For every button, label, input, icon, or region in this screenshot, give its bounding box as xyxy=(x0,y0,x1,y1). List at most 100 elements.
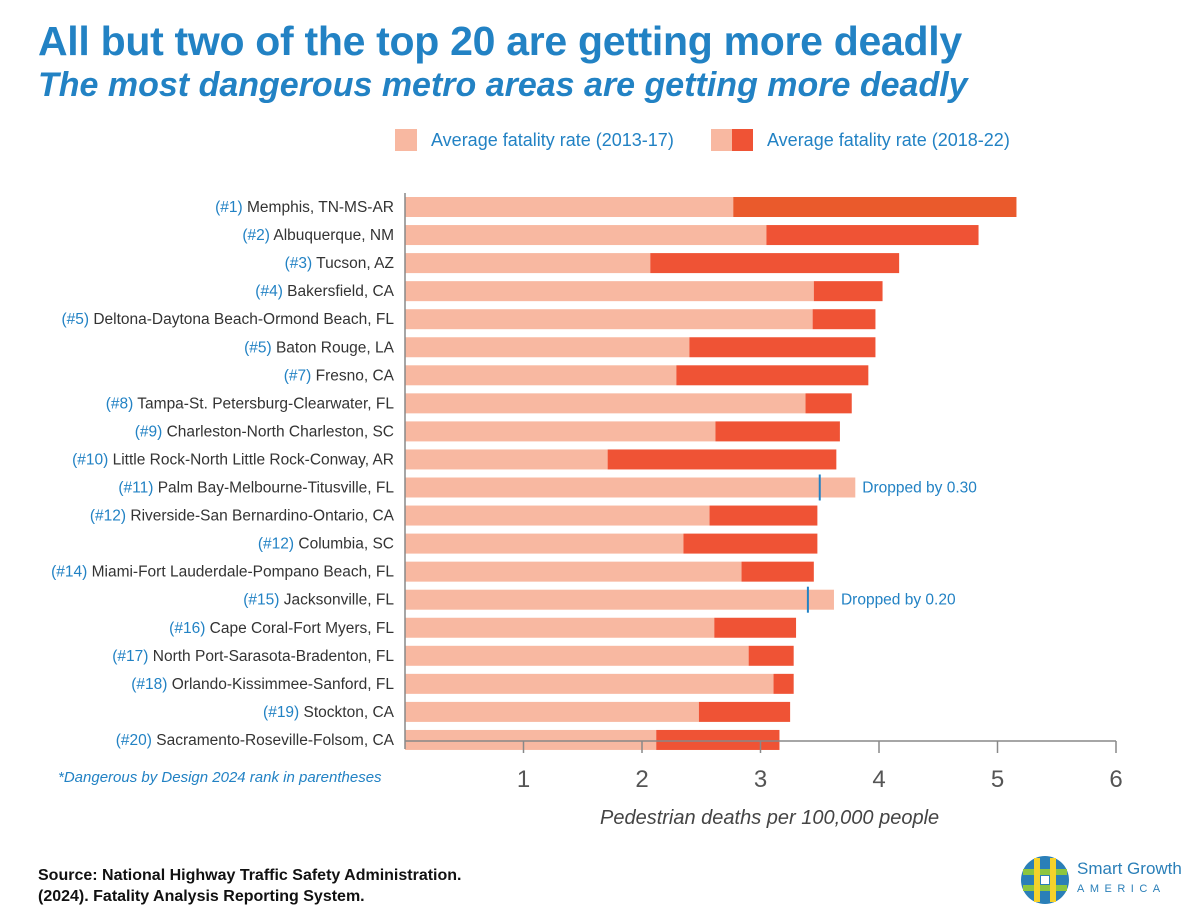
category-rank: (#15) xyxy=(243,592,284,609)
bar-2013-17 xyxy=(405,449,608,470)
logo-icon xyxy=(1021,856,1069,904)
category-name: Orlando-Kissimmee-Sanford, FL xyxy=(172,676,395,693)
bar-2013-17 xyxy=(405,701,699,722)
bar-2013-17 xyxy=(405,309,813,330)
category-label: (#8) Tampa-St. Petersburg-Clearwater, FL xyxy=(106,395,395,412)
bar-2013-17 xyxy=(405,421,716,442)
chart-subtitle: The most dangerous metro areas are getti… xyxy=(38,66,968,104)
category-name: Charleston-North Charleston, SC xyxy=(167,423,394,440)
category-name: Baton Rouge, LA xyxy=(276,339,395,356)
bar-2013-17 xyxy=(405,281,814,302)
legend-item-2018-22: Average fatality rate (2018-22) xyxy=(711,128,1010,152)
bar-2013-17 xyxy=(405,365,677,386)
category-label: (#12) Riverside-San Bernardino-Ontario, … xyxy=(90,508,395,525)
category-rank: (#5) xyxy=(61,311,93,328)
legend-swatch-old xyxy=(395,129,417,151)
bar-2013-17 xyxy=(405,645,749,666)
category-rank: (#10) xyxy=(72,451,113,468)
bar-2018-22 xyxy=(733,197,1017,217)
legend-swatch-new-half xyxy=(732,129,753,151)
category-name: Sacramento-Roseville-Folsom, CA xyxy=(156,732,394,749)
source-line-1: Source: National Highway Traffic Safety … xyxy=(38,867,462,884)
category-label: (#11) Palm Bay-Melbourne-Titusville, FL xyxy=(118,480,394,497)
category-rank: (#11) xyxy=(118,480,157,497)
bar-2018-22 xyxy=(709,505,818,526)
category-name: North Port-Sarasota-Bradenton, FL xyxy=(153,648,395,665)
bar-2018-22 xyxy=(805,393,852,414)
bar-2018-22 xyxy=(650,253,900,274)
category-label: (#15) Jacksonville, FL xyxy=(243,592,394,609)
category-rank: (#9) xyxy=(135,423,167,440)
bar-2013-17 xyxy=(405,337,690,358)
smart-growth-america-logo: Smart Growth AMERICA xyxy=(1020,855,1182,907)
bar-2018-22 xyxy=(714,617,797,638)
bar-2013-17 xyxy=(405,617,715,638)
category-name: Tampa-St. Petersburg-Clearwater, FL xyxy=(137,395,394,412)
category-name: Albuquerque, NM xyxy=(273,227,394,244)
bar-2013-17 xyxy=(405,505,710,526)
category-rank: (#5) xyxy=(244,339,276,356)
category-rank: (#17) xyxy=(112,648,153,665)
bar-2013-17 xyxy=(405,225,767,246)
category-rank: (#2) xyxy=(242,227,273,244)
category-rank: (#18) xyxy=(131,676,172,693)
category-name: Deltona-Daytona Beach-Ormond Beach, FL xyxy=(93,311,394,328)
bar-2018-22 xyxy=(676,365,869,386)
bar-2013-17 xyxy=(405,197,734,217)
chart-title: All but two of the top 20 are getting mo… xyxy=(38,18,962,64)
bar-2013-17 xyxy=(405,393,806,414)
bar-2018-22 xyxy=(715,421,840,442)
category-label: (#4) Bakersfield, CA xyxy=(255,283,394,300)
bar-2018-22 xyxy=(748,645,794,666)
category-rank: (#7) xyxy=(284,367,316,384)
category-name: Miami-Fort Lauderdale-Pompano Beach, FL xyxy=(92,564,395,581)
category-rank: (#8) xyxy=(106,395,138,412)
category-label: (#17) North Port-Sarasota-Bradenton, FL xyxy=(112,648,394,665)
logo-tagline: AMERICA xyxy=(1077,883,1166,895)
bar-2013-17 xyxy=(405,673,774,694)
bar-2013-17 xyxy=(405,253,651,274)
category-name: Stockton, CA xyxy=(304,704,395,721)
bar-2013-17 xyxy=(405,533,684,554)
category-rank: (#4) xyxy=(255,283,287,300)
logo-name: Smart Growth xyxy=(1077,859,1182,878)
category-rank: (#14) xyxy=(51,564,92,581)
x-tick-label: 3 xyxy=(754,766,767,793)
category-label: (#10) Little Rock-North Little Rock-Conw… xyxy=(72,451,394,468)
bar-2018-22 xyxy=(683,533,818,554)
bar-2018-22 xyxy=(766,225,979,246)
bar-2018-22 xyxy=(656,729,780,750)
category-label: (#9) Charleston-North Charleston, SC xyxy=(135,423,394,440)
category-label: (#5) Baton Rouge, LA xyxy=(244,339,395,356)
bar-2013-17 xyxy=(405,589,834,610)
category-name: Fresno, CA xyxy=(316,367,395,384)
category-rank: (#20) xyxy=(116,732,157,749)
category-name: Riverside-San Bernardino-Ontario, CA xyxy=(130,508,394,525)
category-name: Little Rock-North Little Rock-Conway, AR xyxy=(113,451,394,468)
category-label: (#14) Miami-Fort Lauderdale-Pompano Beac… xyxy=(51,564,394,581)
legend-swatch-old-half xyxy=(711,129,732,151)
category-rank: (#16) xyxy=(169,620,210,637)
category-label: (#18) Orlando-Kissimmee-Sanford, FL xyxy=(131,676,394,693)
bar-2018-22 xyxy=(689,337,876,358)
x-tick-label: 4 xyxy=(872,766,885,793)
category-rank: (#19) xyxy=(263,704,304,721)
category-name: Jacksonville, FL xyxy=(284,592,395,609)
category-name: Tucson, AZ xyxy=(316,255,394,272)
category-label: (#5) Deltona-Daytona Beach-Ormond Beach,… xyxy=(61,311,394,328)
bar-2018-22 xyxy=(812,309,876,330)
bar-2018-22 xyxy=(741,561,814,582)
category-name: Columbia, SC xyxy=(298,536,394,553)
category-label: (#19) Stockton, CA xyxy=(263,704,395,721)
x-tick-label: 5 xyxy=(991,766,1004,793)
bar-2018-22 xyxy=(813,281,883,302)
rank-footnote: *Dangerous by Design 2024 rank in parent… xyxy=(58,769,382,786)
category-label: (#20) Sacramento-Roseville-Folsom, CA xyxy=(116,732,395,749)
legend-label-new: Average fatality rate (2018-22) xyxy=(767,129,1010,150)
category-rank: (#12) xyxy=(258,536,299,553)
bar-2018-22 xyxy=(698,701,791,722)
x-tick-label: 1 xyxy=(517,766,530,793)
bar-2018-22 xyxy=(607,449,837,470)
bar-2013-17 xyxy=(405,561,742,582)
category-label: (#1) Memphis, TN-MS-AR xyxy=(215,199,394,216)
